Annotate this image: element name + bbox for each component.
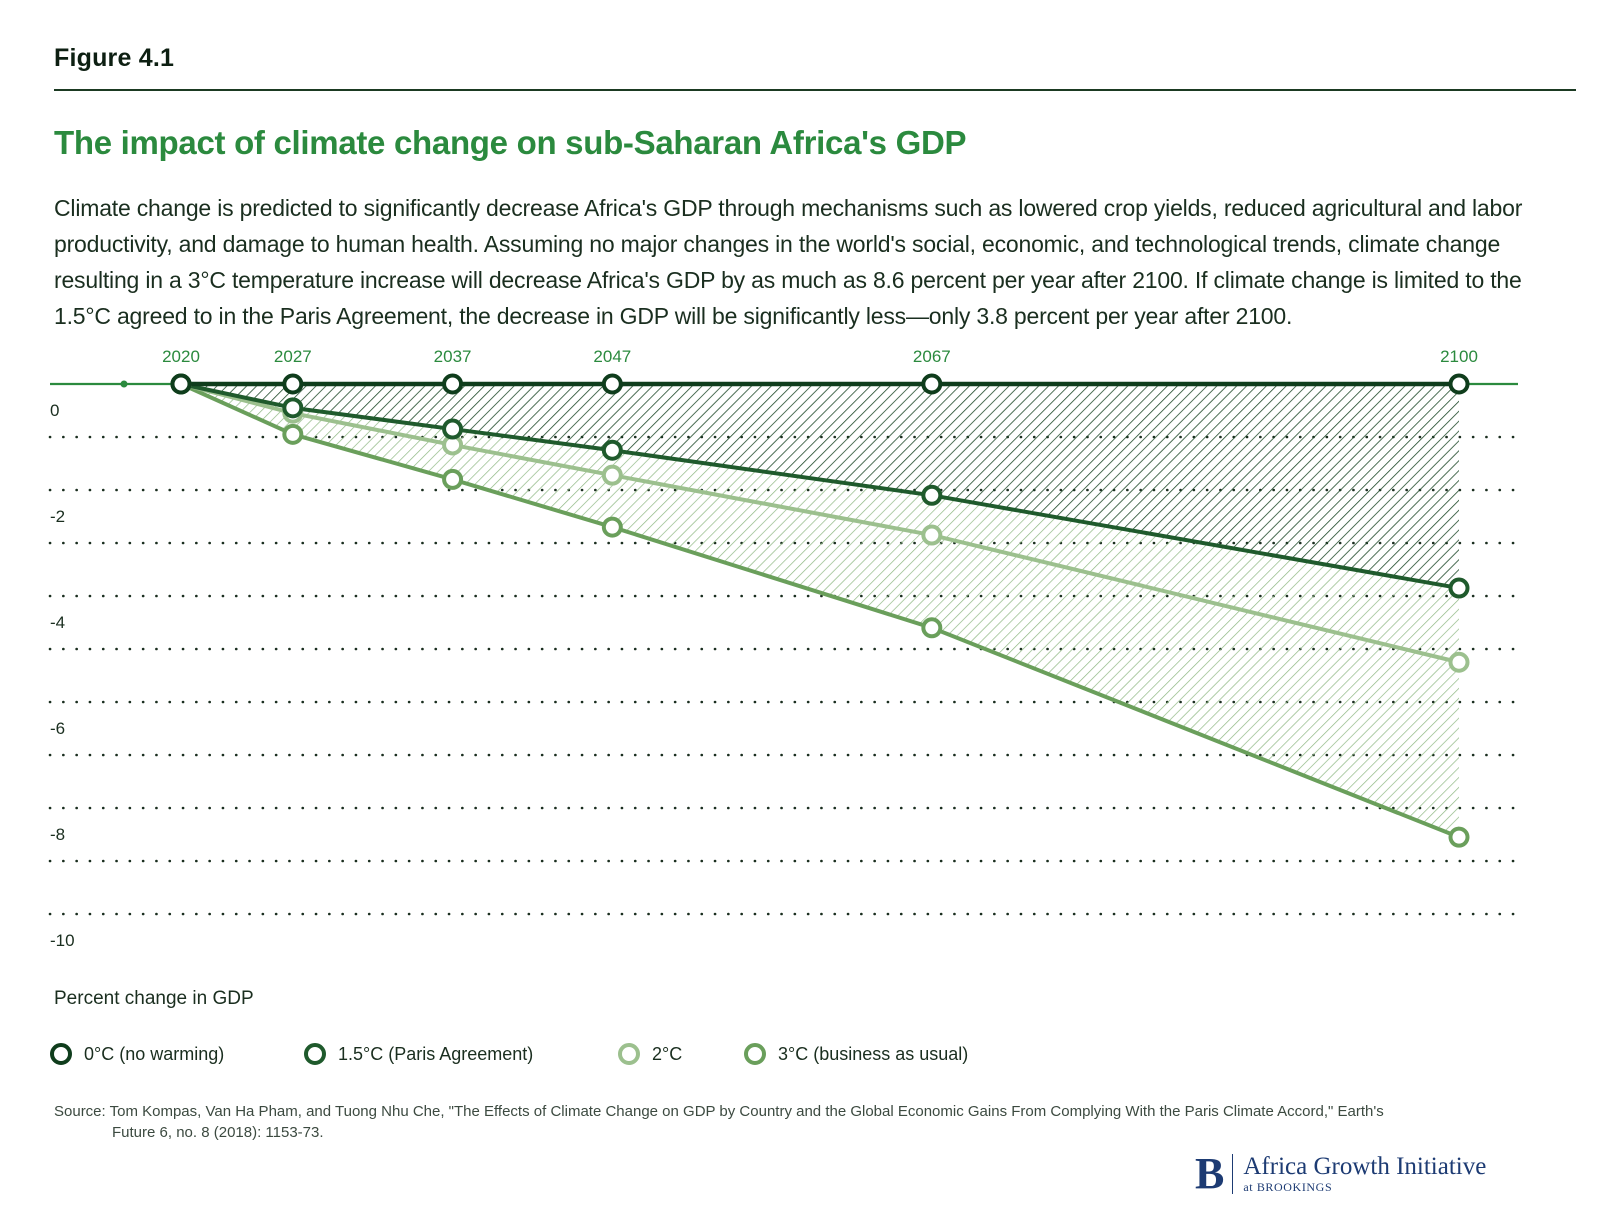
brand-name: Africa Growth Initiative [1243, 1153, 1487, 1180]
data-point-2c [1448, 651, 1470, 673]
shaded-areas [181, 384, 1459, 838]
x-tick-label: 2047 [593, 347, 631, 366]
y-tick-label: 0 [50, 401, 59, 420]
legend-item-1-5c: 1.5°C (Paris Agreement) [304, 1043, 533, 1065]
figure-label: Figure 4.1 [54, 44, 175, 72]
legend-label-3c: 3°C (business as usual) [778, 1043, 969, 1064]
data-point-1-5c [921, 484, 943, 506]
data-point-3c [442, 468, 464, 490]
data-point-2c [921, 524, 943, 546]
baseline-start-dot [120, 380, 128, 388]
series-line-2c [180, 382, 1460, 665]
source-note: Source: Tom Kompas, Van Ha Pham, and Tuo… [54, 1101, 1514, 1143]
data-point-0c [442, 373, 464, 395]
source-line-1: Tom Kompas, Van Ha Pham, and Tuong Nhu C… [109, 1103, 1384, 1120]
brookings-b-logo: B [1195, 1149, 1225, 1198]
y-tick-label: -4 [50, 613, 65, 632]
data-point-1-5c [601, 439, 623, 461]
data-point-2c [601, 464, 623, 486]
data-point-1-5c [1448, 577, 1470, 599]
x-tick-label: 2020 [162, 347, 200, 366]
source-line-2: Future 6, no. 8 (2018): 1153-73. [112, 1124, 324, 1141]
legend-label-1-5c: 1.5°C (Paris Agreement) [338, 1043, 534, 1064]
x-tick-label: 2037 [434, 347, 472, 366]
header-divider [54, 89, 1576, 91]
legend-marker-1-5c [304, 1043, 326, 1065]
legend-marker-3c [744, 1043, 766, 1065]
source-label: Source: [54, 1103, 106, 1120]
series-line-3c [180, 382, 1460, 840]
data-point-3c [1448, 826, 1470, 848]
series-points [170, 373, 1470, 848]
data-point-1-5c [282, 397, 304, 419]
logo-divider [1232, 1154, 1234, 1194]
chart-title: The impact of climate change on sub-Saha… [54, 124, 967, 161]
y-tick-label: -2 [50, 507, 65, 526]
legend-label-0c: 0°C (no warming) [84, 1043, 225, 1064]
y-tick-label: -10 [50, 931, 75, 950]
legend-item-2c: 2°C [618, 1043, 682, 1065]
line-chart: 0 -2 -4 -6 -8 -10 2020 2027 2037 2047 2067 2100 [48, 347, 1518, 950]
y-axis-title: Percent change in GDP [54, 988, 254, 1009]
data-point-0c [601, 373, 623, 395]
legend-marker-2c [618, 1043, 640, 1065]
data-point-0c [170, 373, 192, 395]
brand-subtitle: at BROOKINGS [1243, 1180, 1333, 1194]
data-point-0c [1448, 373, 1470, 395]
legend-item-0c: 0°C (no warming) [50, 1043, 224, 1065]
data-point-0c [282, 373, 304, 395]
legend-label-2c: 2°C [652, 1043, 683, 1064]
x-tick-label: 2027 [274, 347, 312, 366]
legend-marker-0c [50, 1043, 72, 1065]
data-point-0c [921, 373, 943, 395]
data-point-3c [601, 516, 623, 538]
series-lines [180, 381, 1460, 840]
data-point-3c [282, 423, 304, 445]
legend-item-3c: 3°C (business as usual) [744, 1043, 968, 1065]
x-tick-label: 2067 [913, 347, 951, 366]
x-tick-label: 2100 [1440, 347, 1478, 366]
data-point-1-5c [442, 418, 464, 440]
brookings-logo: B Africa Growth Initiative at BROOKINGS [1195, 1152, 1486, 1196]
data-point-3c [921, 617, 943, 639]
shaded-area-1-5c-to-3c [181, 384, 1459, 838]
y-tick-label: -6 [50, 719, 65, 738]
chart-description: Climate change is predicted to significa… [54, 195, 1523, 329]
series-line-1-5c [180, 382, 1460, 591]
y-tick-label: -8 [50, 825, 65, 844]
